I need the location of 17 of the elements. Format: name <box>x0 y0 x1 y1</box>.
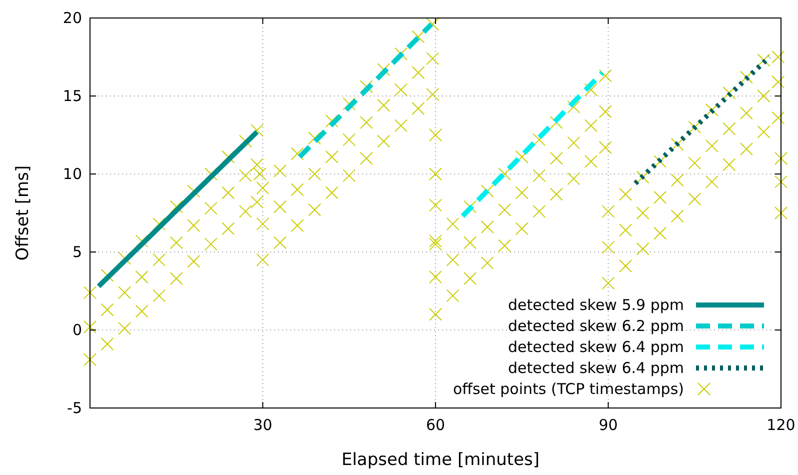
x-tick-label: 120 <box>766 416 796 434</box>
legend-label: detected skew 6.2 ppm <box>508 317 684 335</box>
legend-label: offset points (TCP timestamps) <box>452 380 684 398</box>
y-tick-label: -5 <box>67 399 82 417</box>
legend-label: detected skew 5.9 ppm <box>508 296 684 314</box>
y-tick-label: 20 <box>62 9 82 27</box>
x-tick-label: 30 <box>253 416 272 434</box>
y-tick-label: 10 <box>62 165 82 183</box>
y-axis-title: Offset [ms] <box>13 165 33 261</box>
y-tick-label: 0 <box>72 321 82 339</box>
x-tick-label: 90 <box>598 416 618 434</box>
y-tick-label: 15 <box>62 87 82 105</box>
legend-label: detected skew 6.4 ppm <box>508 359 684 377</box>
x-tick-label: 60 <box>426 416 446 434</box>
x-axis-title: Elapsed time [minutes] <box>341 450 540 470</box>
y-tick-label: 5 <box>72 243 82 261</box>
legend-label: detected skew 6.4 ppm <box>508 338 684 356</box>
